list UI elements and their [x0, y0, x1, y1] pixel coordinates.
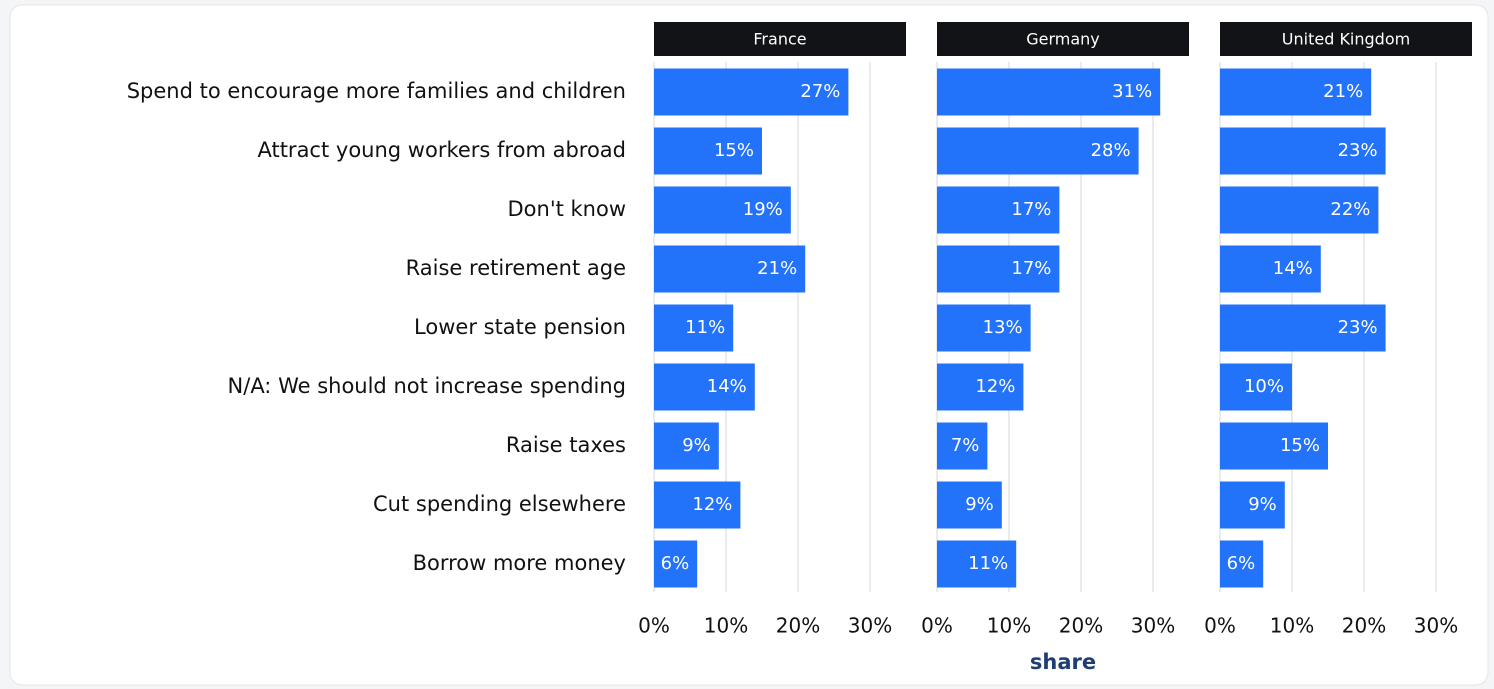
bar [937, 481, 1002, 529]
value-label: 9% [965, 494, 994, 515]
bar [937, 186, 1060, 234]
bar [1220, 363, 1292, 411]
bar [1220, 186, 1379, 234]
x-tick-label: 20% [776, 614, 820, 638]
category-label: N/A: We should not increase spending [228, 374, 626, 398]
value-label: 17% [1011, 199, 1051, 220]
bar [937, 304, 1031, 352]
value-label: 14% [1273, 258, 1313, 279]
value-label: 17% [1011, 258, 1051, 279]
bar [654, 481, 741, 529]
value-label: 11% [685, 317, 725, 338]
bar [1220, 481, 1285, 529]
value-label: 13% [983, 317, 1023, 338]
value-label: 21% [757, 258, 797, 279]
bar [1220, 422, 1328, 470]
value-label: 22% [1330, 199, 1370, 220]
category-label: Raise retirement age [406, 256, 626, 280]
value-label: 23% [1338, 140, 1378, 161]
x-axis-label: share [1030, 650, 1096, 674]
value-label: 21% [1323, 81, 1363, 102]
facet-title: France [753, 30, 806, 49]
category-label: Borrow more money [413, 551, 626, 575]
facet-title: Germany [1026, 30, 1100, 49]
x-tick-label: 30% [1131, 614, 1175, 638]
value-label: 9% [682, 435, 711, 456]
value-label: 6% [661, 553, 690, 574]
value-label: 9% [1248, 494, 1277, 515]
bar [1220, 68, 1372, 116]
facet-header [937, 22, 1189, 56]
bar [654, 68, 849, 116]
x-tick-label: 0% [921, 614, 953, 638]
value-label: 10% [1244, 376, 1284, 397]
bar [1220, 304, 1386, 352]
value-label: 27% [800, 81, 840, 102]
bar [654, 186, 791, 234]
facet-header [1220, 22, 1472, 56]
value-label: 31% [1112, 81, 1152, 102]
value-label: 6% [1227, 553, 1256, 574]
bar [654, 127, 762, 175]
facet-title: United Kingdom [1282, 30, 1410, 49]
x-tick-label: 0% [1204, 614, 1236, 638]
value-label: 15% [1280, 435, 1320, 456]
category-label: Attract young workers from abroad [257, 138, 626, 162]
category-label: Raise taxes [506, 433, 626, 457]
bar [937, 363, 1024, 411]
bar [937, 540, 1017, 588]
bar [654, 540, 698, 588]
x-tick-label: 20% [1059, 614, 1103, 638]
x-tick-label: 10% [987, 614, 1031, 638]
card [9, 4, 1489, 686]
value-label: 11% [968, 553, 1008, 574]
bar [1220, 127, 1386, 175]
value-label: 19% [743, 199, 783, 220]
x-tick-label: 30% [848, 614, 892, 638]
bar [1220, 540, 1264, 588]
bar [937, 127, 1139, 175]
category-label: Lower state pension [414, 315, 626, 339]
category-label: Spend to encourage more families and chi… [127, 79, 626, 103]
x-tick-label: 0% [638, 614, 670, 638]
bar [654, 245, 806, 293]
facet-header [654, 22, 906, 56]
bar [654, 363, 755, 411]
bar [654, 304, 734, 352]
bar [937, 245, 1060, 293]
value-label: 15% [714, 140, 754, 161]
category-label: Don't know [507, 197, 626, 221]
category-label: Cut spending elsewhere [373, 492, 626, 516]
value-label: 23% [1338, 317, 1378, 338]
value-label: 14% [707, 376, 747, 397]
value-label: 7% [951, 435, 980, 456]
bar [937, 68, 1161, 116]
value-label: 12% [692, 494, 732, 515]
x-tick-label: 20% [1342, 614, 1386, 638]
value-label: 12% [975, 376, 1015, 397]
bar [937, 422, 988, 470]
value-label: 28% [1091, 140, 1131, 161]
bar [654, 422, 719, 470]
x-tick-label: 30% [1414, 614, 1458, 638]
bar [1220, 245, 1321, 293]
x-tick-label: 10% [704, 614, 748, 638]
x-tick-label: 10% [1270, 614, 1314, 638]
